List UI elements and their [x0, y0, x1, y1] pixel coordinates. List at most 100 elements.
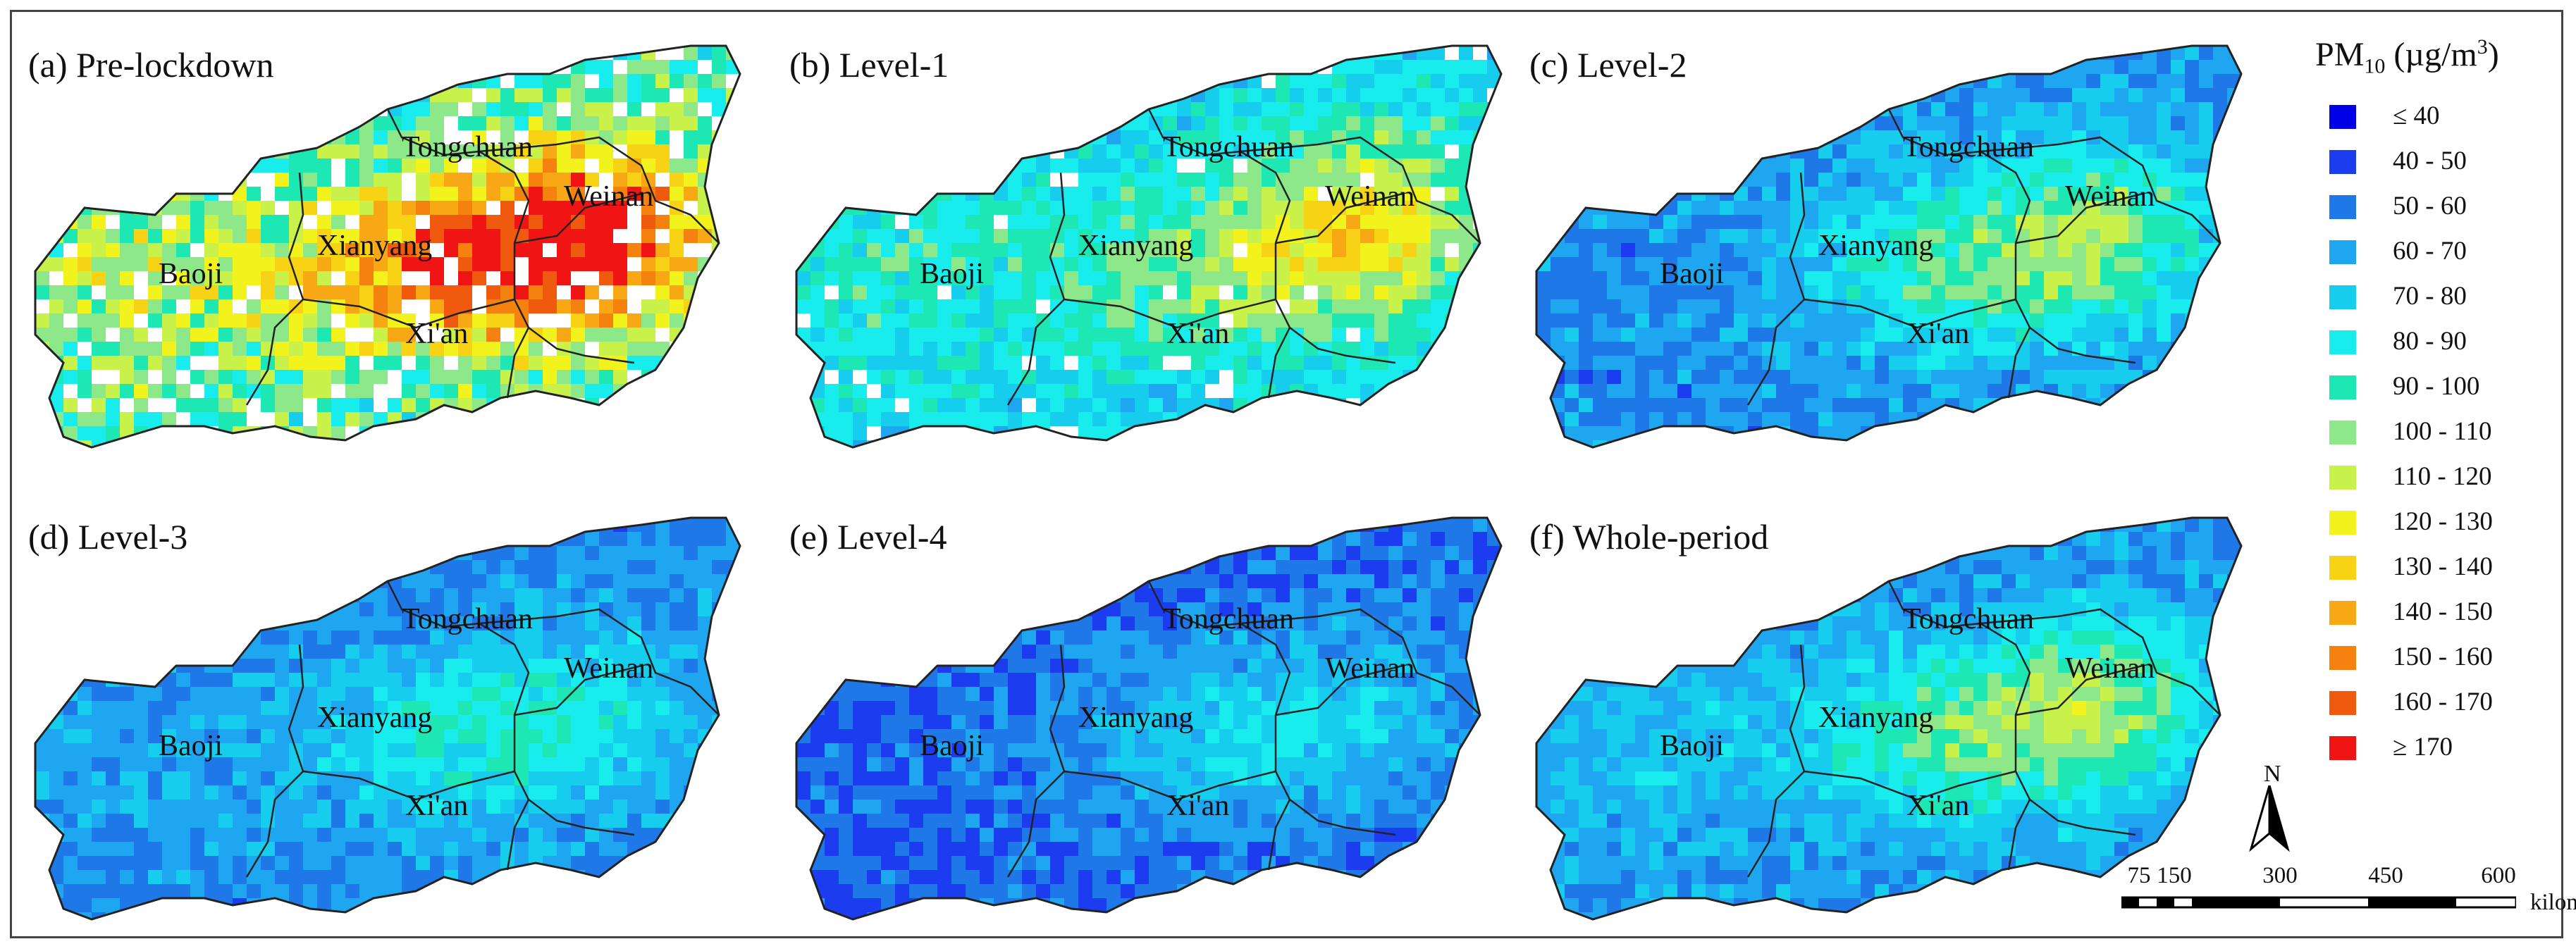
- raster-cell: [35, 271, 36, 286]
- raster-cell: [557, 454, 572, 469]
- raster-cell: [1635, 215, 1650, 230]
- raster-cell: [1177, 342, 1192, 356]
- raster-cell: [994, 313, 1009, 328]
- raster-cell: [740, 285, 755, 300]
- raster-cell: [698, 243, 713, 258]
- raster-cell: [796, 187, 811, 201]
- raster-cell: [218, 398, 233, 413]
- raster-cell: [148, 370, 163, 385]
- raster-cell: [1163, 74, 1178, 89]
- raster-cell: [909, 454, 924, 469]
- raster-cell: [1734, 370, 1749, 385]
- raster-cell: [2171, 299, 2186, 314]
- raster-cell: [289, 32, 304, 46]
- raster-cell: [2114, 46, 2129, 61]
- raster-cell: [839, 342, 853, 356]
- raster-cell: [543, 173, 557, 187]
- raster-cell: [1374, 328, 1389, 342]
- raster-cell: [1917, 201, 1932, 216]
- raster-cell: [2157, 102, 2171, 117]
- raster-cell: [684, 454, 698, 469]
- raster-cell: [120, 412, 135, 427]
- raster-cell: [1445, 130, 1460, 145]
- raster-cell: [233, 370, 247, 385]
- raster-cell: [388, 271, 402, 286]
- raster-cell: [655, 215, 670, 230]
- raster-cell: [1064, 215, 1079, 230]
- raster-cell: [1889, 370, 1904, 385]
- raster-cell: [867, 412, 882, 427]
- raster-cell: [204, 130, 219, 145]
- raster-cell: [514, 454, 529, 469]
- raster-cell: [1177, 60, 1192, 75]
- raster-cell: [1593, 116, 1608, 131]
- raster-cell: [331, 201, 346, 216]
- raster-cell: [1121, 102, 1135, 117]
- raster-cell: [374, 412, 388, 427]
- raster-cell: [1973, 426, 1988, 441]
- raster-cell: [1804, 412, 1819, 427]
- raster-cell: [613, 102, 628, 117]
- raster-cell: [796, 328, 811, 342]
- raster-cell: [543, 328, 557, 342]
- raster-cell: [1501, 229, 1516, 244]
- raster-cell: [980, 285, 994, 300]
- raster-cell: [1551, 116, 1565, 131]
- raster-cell: [740, 74, 755, 89]
- raster-cell: [1431, 116, 1446, 131]
- raster-cell: [937, 328, 952, 342]
- raster-cell: [1445, 384, 1460, 399]
- raster-cell: [486, 271, 501, 286]
- raster-cell: [1663, 426, 1678, 441]
- raster-cell: [1875, 215, 1890, 230]
- raster-cell: [120, 313, 135, 328]
- raster-cell: [1734, 356, 1749, 371]
- raster-cell: [1163, 426, 1178, 441]
- raster-cell: [712, 144, 727, 159]
- raster-cell: [2044, 88, 2059, 103]
- raster-cell: [1536, 88, 1537, 103]
- raster-cell: [1107, 412, 1121, 427]
- raster-cell: [1621, 384, 1636, 399]
- raster-cell: [1078, 74, 1093, 89]
- raster-cell: [1706, 116, 1720, 131]
- raster-cell: [585, 384, 600, 399]
- raster-cell: [2213, 426, 2228, 441]
- raster-cell: [796, 88, 797, 103]
- raster-cell: [2199, 74, 2214, 89]
- raster-cell: [1022, 398, 1037, 413]
- district-boundary: [479, 136, 720, 244]
- raster-cell: [1233, 412, 1248, 427]
- raster-cell: [2171, 440, 2186, 447]
- raster-cell: [1536, 201, 1551, 216]
- raster-cell: [486, 130, 501, 145]
- raster-cell: [1177, 187, 1192, 201]
- raster-cell: [684, 356, 698, 371]
- raster-cell: [2227, 285, 2241, 300]
- raster-cell: [1931, 384, 1946, 399]
- raster-cell: [782, 454, 797, 469]
- raster-cell: [49, 299, 64, 314]
- raster-cell: [275, 116, 290, 131]
- raster-cell: [1177, 215, 1192, 230]
- raster-cell: [1304, 173, 1319, 187]
- raster-cell: [1332, 243, 1347, 258]
- raster-cell: [980, 32, 994, 46]
- raster-cell: [1691, 257, 1706, 272]
- raster-cell: [402, 384, 417, 399]
- raster-cell: [374, 384, 388, 399]
- raster-cell: [444, 173, 459, 187]
- raster-cell: [275, 412, 290, 427]
- raster-cell: [1649, 229, 1664, 244]
- raster-cell: [1847, 356, 1861, 371]
- raster-cell: [571, 215, 586, 230]
- raster-cell: [2072, 313, 2087, 328]
- raster-cell: [1804, 144, 1819, 159]
- raster-cell: [374, 46, 388, 61]
- raster-cell: [2213, 412, 2228, 427]
- raster-cell: [120, 384, 135, 399]
- raster-cell: [613, 60, 628, 75]
- raster-cell: [289, 60, 304, 75]
- raster-cell: [2044, 313, 2059, 328]
- raster-cell: [2086, 187, 2101, 201]
